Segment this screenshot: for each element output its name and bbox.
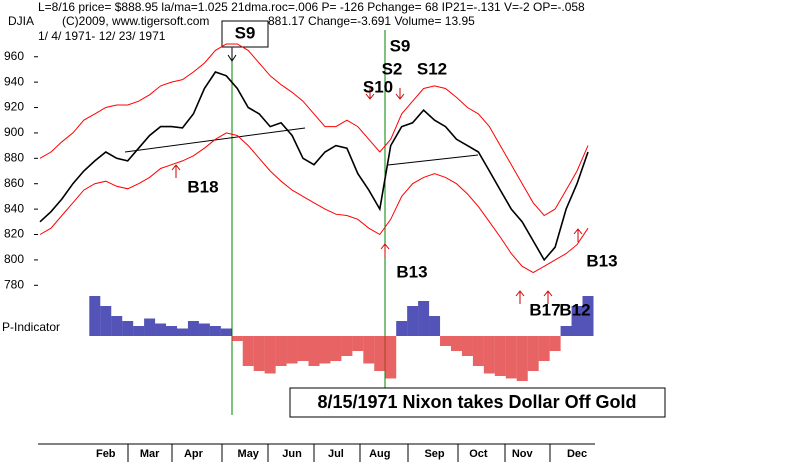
x-tick-label: Aug	[369, 448, 390, 460]
indicator-bar	[341, 336, 353, 356]
indicator-bar	[100, 306, 112, 336]
x-tick-label: Dec	[567, 448, 587, 460]
y-tick-label: 960	[4, 49, 24, 63]
indicator-bar	[330, 336, 342, 361]
caption-box	[289, 387, 666, 418]
x-tick-label: Mar	[140, 448, 160, 460]
x-tick-label: May	[238, 448, 260, 460]
indicator-bar	[308, 336, 320, 366]
indicator-bar	[527, 336, 539, 371]
indicator-bar	[582, 296, 594, 336]
arrow	[395, 88, 405, 100]
band-line	[39, 43, 589, 217]
indicator-bar	[450, 336, 462, 351]
x-tick-label: Oct	[469, 448, 488, 460]
indicator-bar	[429, 316, 441, 336]
indicator-bar	[440, 336, 452, 346]
header-line: 881.17 Change=-3.691 Volume= 13.95	[268, 14, 475, 28]
indicator-bar	[461, 336, 473, 356]
indicator-bar	[494, 336, 506, 376]
signal-label: B13	[586, 251, 617, 270]
indicator-bar	[571, 306, 583, 336]
indicator-bar	[286, 336, 298, 364]
signal-label: S9	[235, 23, 256, 42]
indicator-bar	[319, 336, 331, 364]
signal-box	[221, 20, 269, 48]
indicator-bar	[89, 296, 101, 336]
indicator-bar	[231, 336, 243, 341]
y-tick-label: 780	[4, 277, 24, 291]
x-tick-label: Sep	[424, 448, 444, 460]
band-line	[39, 132, 589, 274]
indicator-bar	[144, 318, 156, 336]
indicator-bar	[352, 336, 364, 351]
arrow	[365, 88, 375, 100]
indicator-bar	[505, 336, 517, 379]
signal-label: S2	[382, 59, 403, 78]
y-tick-label: 920	[4, 100, 24, 114]
x-tick-label: Feb	[96, 448, 116, 460]
signal-label: S9	[390, 36, 411, 55]
indicator-bar	[253, 336, 265, 371]
x-tick-label: Nov	[512, 448, 534, 460]
signal-label: B12	[559, 300, 590, 319]
indicator-bar	[418, 301, 430, 336]
indicator-bar	[516, 336, 528, 381]
indicator-bar	[209, 326, 221, 336]
indicator-label: P-Indicator	[2, 320, 60, 334]
indicator-bar	[363, 336, 375, 364]
indicator-bar	[374, 336, 386, 371]
y-tick-label: 800	[4, 252, 24, 266]
indicator-bar	[176, 328, 188, 336]
y-tick-label: 820	[4, 227, 24, 241]
arrow	[543, 290, 553, 304]
chart-title: DJIA	[8, 14, 34, 28]
copyright: (C)2009, www.tigersoft.com	[62, 14, 209, 28]
y-tick-label: 940	[4, 74, 24, 88]
signal-label: B18	[187, 177, 218, 196]
indicator-bar	[122, 321, 134, 336]
indicator-bar	[483, 336, 495, 374]
arrow	[380, 243, 390, 258]
date-range: 1/ 4/ 1971- 12/ 23/ 1971	[38, 29, 166, 43]
trend-line	[387, 154, 479, 166]
y-tick-label: 880	[4, 150, 24, 164]
indicator-bar	[133, 326, 145, 336]
header-line: L=8/16 price= $888.95 la/ma=1.025 21dma.…	[38, 0, 585, 14]
x-tick-label: Jul	[328, 448, 344, 460]
arrow	[171, 164, 181, 178]
indicator-bar	[111, 316, 123, 336]
indicator-bar	[275, 336, 287, 366]
indicator-bar	[549, 336, 561, 351]
signal-label: S12	[417, 59, 447, 78]
arrow	[227, 48, 237, 62]
indicator-bar	[385, 336, 397, 379]
price-line	[39, 71, 589, 262]
indicator-bar	[560, 326, 572, 336]
indicator-bar	[297, 336, 309, 361]
signal-label: B13	[396, 262, 427, 281]
indicator-bar	[155, 323, 167, 336]
indicator-bar	[198, 323, 210, 336]
indicator-bar	[166, 326, 178, 336]
x-tick-label: Apr	[184, 448, 204, 460]
caption: 8/15/1971 Nixon takes Dollar Off Gold	[317, 392, 636, 412]
indicator-bar	[472, 336, 484, 366]
indicator-bar	[264, 336, 276, 374]
y-tick-label: 900	[4, 125, 24, 139]
y-tick-label: 860	[4, 176, 24, 190]
arrow	[573, 228, 583, 242]
arrow	[515, 290, 525, 304]
x-tick-label: Jun	[282, 448, 302, 460]
indicator-bar	[407, 306, 419, 336]
indicator-bar	[396, 321, 408, 336]
signal-label: S10	[363, 77, 393, 96]
indicator-bar	[538, 336, 550, 361]
y-tick-label: 840	[4, 201, 24, 215]
signal-label: B17	[529, 300, 560, 319]
indicator-bar	[242, 336, 254, 366]
indicator-bar	[220, 328, 232, 336]
indicator-bar	[187, 321, 199, 336]
